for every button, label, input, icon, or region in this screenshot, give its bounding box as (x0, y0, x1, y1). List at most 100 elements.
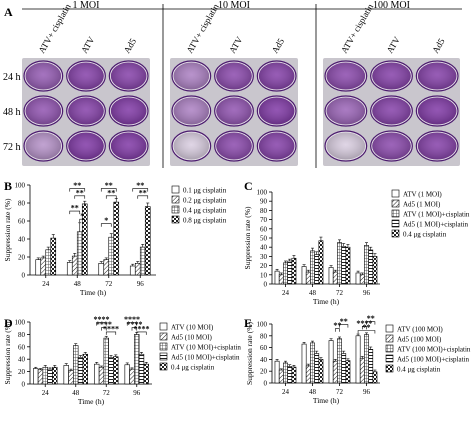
well-shade (68, 132, 104, 160)
significance-bracket (334, 328, 340, 332)
bar (372, 256, 378, 285)
legend-swatch (385, 364, 394, 373)
bar (359, 357, 365, 384)
significance-bracket (69, 210, 81, 215)
bar (82, 353, 88, 385)
significance-bracket (105, 195, 117, 199)
y-tick-label: 50 (260, 235, 268, 243)
bar (278, 369, 284, 384)
significance-label: ** (136, 181, 144, 190)
bar (314, 254, 320, 285)
legend-swatch (385, 344, 394, 353)
bar (278, 274, 284, 285)
y-tick-label: 80 (260, 207, 268, 215)
well-shade (258, 97, 295, 125)
column-label: ATV+ cisplatin (339, 2, 376, 55)
x-tick-label: 24 (282, 289, 290, 297)
bar (305, 365, 311, 384)
legend-entry: ATV (1 MOI) (403, 191, 442, 199)
well-shade (110, 62, 147, 90)
column-label: Ad5 (430, 36, 447, 55)
bar (274, 360, 280, 384)
legend-swatch (391, 219, 400, 228)
well-shade (216, 62, 252, 90)
x-axis-label: Time (h) (313, 396, 340, 405)
legend-entry: ATV (10 MOI)+cisplatin (171, 344, 241, 352)
bar (71, 255, 78, 276)
x-axis-label: Time (h) (313, 297, 340, 306)
y-tick-label: 100 (15, 182, 26, 190)
bar (368, 249, 374, 285)
significance-bracket (79, 218, 86, 223)
significance-label: **** (124, 315, 140, 324)
bar (40, 257, 47, 276)
well-shade (110, 132, 147, 160)
well-shade (258, 62, 295, 90)
significance-bracket (357, 330, 376, 334)
bar (337, 242, 342, 285)
significance-label: ** (139, 188, 147, 197)
legend-swatch (159, 362, 168, 371)
bar (328, 340, 334, 384)
significance-label: **** (356, 319, 372, 328)
y-tick-label: 40 (18, 236, 26, 244)
significance-label: ** (73, 181, 81, 190)
well-shade (372, 132, 411, 160)
x-axis-label: Time (h) (80, 288, 107, 297)
bar (301, 343, 307, 384)
legend-swatch (391, 209, 400, 218)
bar (138, 353, 145, 385)
y-tick-label: 40 (260, 356, 268, 364)
y-axis-label: Suppression rate (%) (245, 322, 254, 385)
bar (113, 201, 120, 276)
significance-bracket (100, 223, 112, 227)
bar (287, 260, 293, 285)
bar (283, 362, 288, 384)
significance-bracket (136, 331, 147, 335)
y-tick-label: 60 (260, 344, 268, 352)
legend-entry: ATV (1 MOI)+cisplatin (403, 211, 470, 219)
bar (328, 267, 334, 285)
significance-bracket (366, 321, 376, 325)
x-axis-label: Time (h) (78, 397, 105, 406)
legend-swatch (391, 199, 400, 208)
significance-label: ** (333, 321, 341, 330)
legend-swatch (159, 322, 168, 331)
bar (73, 345, 79, 385)
x-tick-label: 72 (336, 388, 344, 396)
bar (108, 357, 114, 385)
well-shade (326, 62, 366, 90)
y-tick-label: 0 (22, 272, 26, 280)
bar (372, 371, 378, 384)
bar (341, 245, 347, 285)
bar (318, 359, 324, 384)
y-tick-label: 20 (18, 254, 26, 262)
legend-entry: 0.8 μg cisplatin (183, 217, 227, 225)
bar (355, 272, 361, 285)
x-tick-label: 48 (309, 289, 317, 297)
group-header-1: 1 MOI (73, 0, 100, 11)
bar (314, 353, 320, 384)
column-label: ATV+ cisplatin (36, 2, 73, 55)
column-label: Ad5 (270, 36, 287, 55)
y-tick-label: 40 (260, 244, 268, 252)
well-shade (25, 132, 62, 160)
significance-bracket (137, 195, 149, 199)
significance-label: ** (107, 188, 115, 197)
legend-entry: 0.4 μg cisplatin (397, 366, 441, 374)
well-shade (216, 132, 252, 160)
bar (98, 366, 105, 385)
x-tick-label: 96 (137, 280, 145, 288)
bar (274, 270, 280, 285)
bar (134, 262, 141, 276)
legend-entry: Ad5 (100 MOI) (397, 336, 442, 344)
bar (68, 370, 74, 385)
well-shade (68, 62, 104, 90)
significance-label: **** (126, 320, 142, 329)
well-shade (417, 97, 457, 125)
y-tick-label: 60 (260, 225, 268, 233)
legend-swatch (159, 332, 168, 341)
